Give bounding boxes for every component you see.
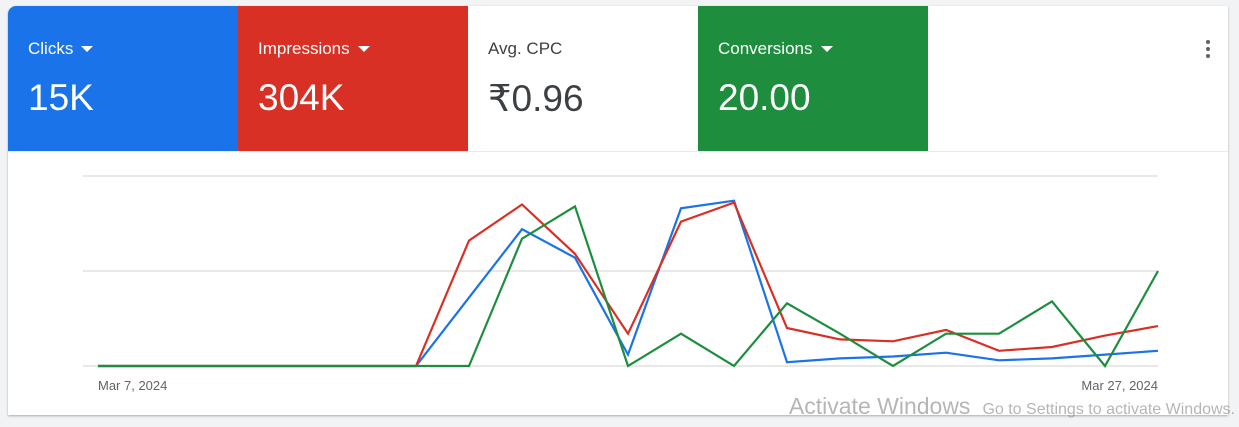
metric-tile-clicks[interactable]: Clicks 15K [8,6,238,151]
watermark-subtitle: Go to Settings to activate Windows. [982,401,1235,418]
dropdown-caret-icon[interactable] [820,46,833,52]
more-vert-icon[interactable] [1202,40,1214,58]
metric-tile-conversions[interactable]: Conversions 20.00 [698,6,928,151]
series-line-1 [98,201,1159,368]
metric-label: Avg. CPC [488,39,563,58]
metric-label: Impressions [258,39,350,58]
windows-activation-watermark: Activate Windows Go to Settings to activ… [789,393,1235,420]
metric-value: 20.00 [718,77,811,118]
x-tick-label: Mar 7, 2024 [98,378,167,393]
x-tick-label: Mar 27, 2024 [1081,378,1158,393]
metric-value: 304K [258,77,345,118]
metric-tile-avg-cpc[interactable]: Avg. CPC ₹0.96 [468,6,698,151]
metric-label: Conversions [718,39,813,58]
metric-value: 15K [28,77,94,118]
series-line-2 [98,204,1159,368]
series-line-0 [98,199,1159,368]
metric-value: ₹0.96 [488,78,584,119]
metric-tile-impressions[interactable]: Impressions 304K [238,6,468,151]
dropdown-caret-icon[interactable] [357,46,370,52]
metric-tiles: Clicks 15K Impressions 304K Avg. CPC ₹0.… [8,6,1228,152]
watermark-title: Activate Windows [788,393,971,419]
performance-card: Clicks 15K Impressions 304K Avg. CPC ₹0.… [8,6,1228,415]
metric-label: Clicks [28,39,74,58]
dropdown-caret-icon[interactable] [81,46,94,52]
